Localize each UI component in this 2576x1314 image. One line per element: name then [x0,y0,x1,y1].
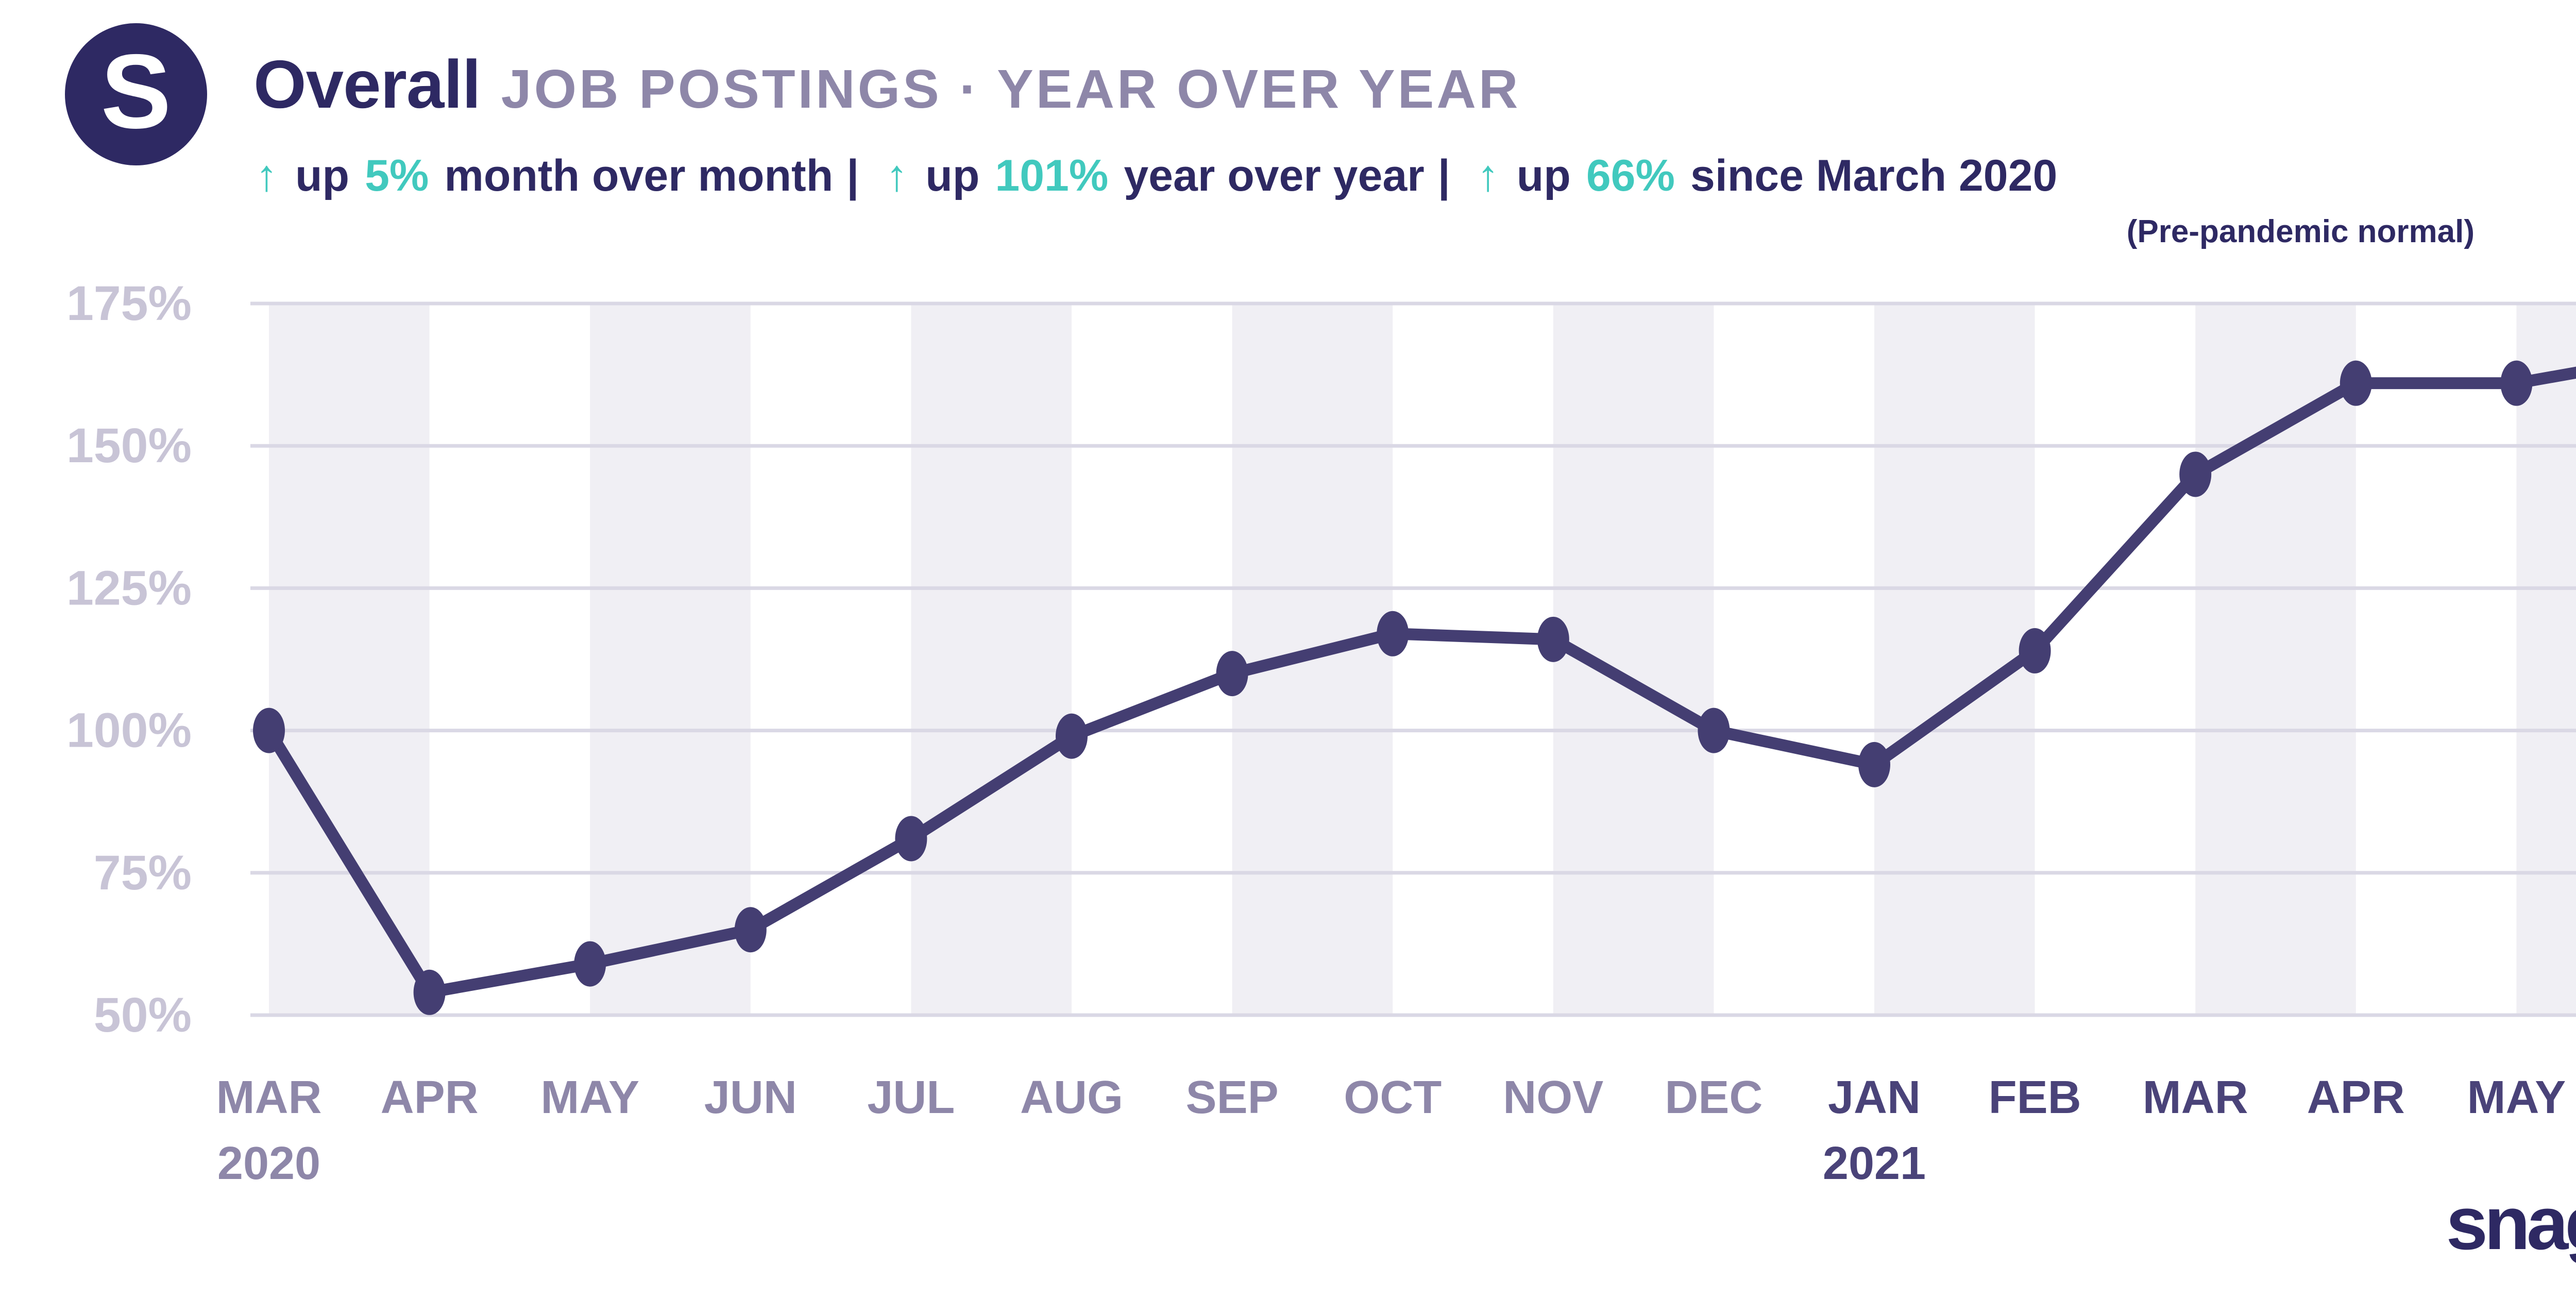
x-axis-label: AUG [1020,1072,1123,1123]
month-stripe [2516,304,2576,1015]
data-point [2179,451,2212,497]
month-stripe [911,304,1072,1015]
up-arrow-icon: ↑ [256,151,278,200]
x-axis-label: JUN [704,1072,797,1123]
x-axis-year-label: 2020 [217,1138,320,1189]
x-axis-label: FEB [1989,1072,2081,1123]
month-stripe [2195,304,2356,1015]
title-line: Overall JOB POSTINGS · YEAR OVER YEAR [253,45,1520,123]
stat-value-mom: 5% [365,151,429,200]
stat-value-since-march: 66% [1586,151,1675,200]
data-point [1056,713,1088,759]
x-axis-label: MAY [2467,1072,2566,1123]
stat-separator: | [1437,151,1450,200]
y-axis-tick-label: 75% [94,846,192,900]
stat-separator: | [846,151,859,200]
y-axis-tick-label: 50% [94,988,192,1042]
month-stripe [269,304,430,1015]
pre-pandemic-note: (Pre-pandemic normal) [2126,214,2475,249]
stat-suffix: month over month [444,151,834,200]
x-axis-label: DEC [1665,1072,1762,1123]
x-axis-label: SEP [1186,1072,1279,1123]
x-axis-year-label: 2021 [1823,1138,1926,1189]
month-stripe [1874,304,2035,1015]
data-point [2019,628,2051,673]
y-axis-tick-label: 150% [66,418,192,473]
stat-value-yoy: 101% [995,151,1109,200]
stat-prefix: up [925,151,980,200]
logo-s-icon: S [100,32,172,150]
data-point [895,816,927,862]
up-arrow-icon: ↑ [886,151,908,200]
x-axis-label: MAY [540,1072,639,1123]
month-stripe [590,304,751,1015]
data-point [734,907,767,953]
y-axis-tick-label: 125% [66,561,192,615]
page-subtitle: JOB POSTINGS · YEAR OVER YEAR [501,59,1521,120]
stat-prefix: up [1516,151,1571,200]
data-point [1698,707,1730,753]
x-axis-label: MAR [2143,1072,2248,1123]
x-axis-label: APR [2307,1072,2405,1123]
stat-suffix: since March 2020 [1690,151,2058,200]
stat-prefix: up [295,151,350,200]
x-axis-label: MAR [216,1072,322,1123]
brand-text: snagajob [2446,1181,2576,1265]
y-axis-tick-label: 175% [66,276,192,331]
snagajob-logo-badge: S [65,23,207,165]
page-title: Overall [253,46,481,122]
up-arrow-icon: ↑ [1477,151,1499,200]
stat-suffix: year over year [1124,151,1425,200]
data-point [2340,360,2372,406]
data-point [574,941,606,987]
x-axis-label: APR [381,1072,479,1123]
trend-line [263,366,2576,999]
snagajob-wordmark: snagajob® [2446,1180,2576,1267]
x-axis-label: NOV [1503,1072,1603,1123]
x-axis-label: OCT [1344,1072,1442,1123]
data-point [2500,360,2533,406]
data-point [1537,616,1569,662]
data-point [413,969,446,1015]
stats-line: ↑ up 5% month over month | ↑ up 101% yea… [256,150,2057,201]
data-point [1858,742,1890,787]
y-axis-tick-label: 100% [66,703,192,758]
x-axis-label: JAN [1828,1072,1921,1123]
data-point [1216,651,1248,697]
data-point [253,707,285,753]
x-axis-label: JUL [867,1072,955,1123]
data-point [1377,611,1409,656]
